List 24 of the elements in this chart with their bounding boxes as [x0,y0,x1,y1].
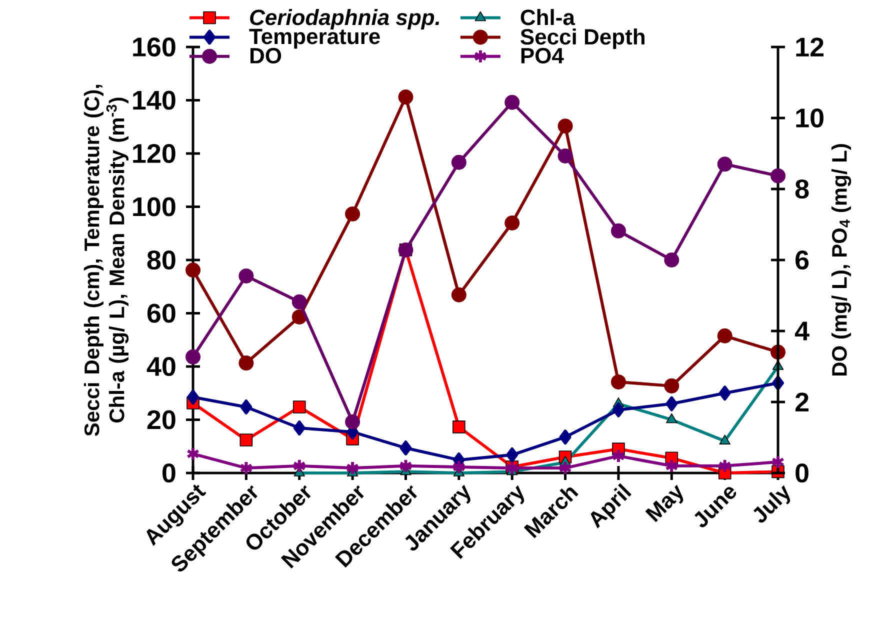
y-tick-label: 160 [133,37,176,57]
y-tick-label: 0 [162,463,176,483]
y2-tick-label: 6 [796,250,809,270]
legend-label: Ceriodaphnia spp. [250,9,440,30]
y-tick-label: 120 [133,144,176,164]
legend-label: PO4 [521,48,564,64]
y2-tick-label: 10 [796,108,824,128]
y2-tick-label: 2 [795,392,808,412]
y2-tick-label: 8 [795,179,809,199]
y-axis-title: Secci Depth (cm), Temperature (C), Chl-a (µg/ L), Mean Density (m$^{-3}$) [84,84,129,436]
legend-label: DO [250,48,282,64]
y-tick-label: 40 [146,356,176,376]
y2-tick-label: 0 [796,463,808,483]
y-tick-label: 140 [133,90,176,110]
y-tick-label: 100 [133,197,176,216]
legend-label: Secci Depth [520,28,644,49]
legend-label: Chl-a [520,9,576,26]
y-tick-label: 80 [147,250,176,270]
y2-axis-title: DO (mg/ L), PO$_{4}$ (mg/ L) [831,144,852,376]
y2-tick-label: 4 [794,322,810,340]
y-tick-label: 60 [147,304,176,323]
y2-tick-label: 12 [796,38,824,56]
y-tick-label: 20 [147,410,176,430]
legend-label: Temperature [249,28,380,49]
